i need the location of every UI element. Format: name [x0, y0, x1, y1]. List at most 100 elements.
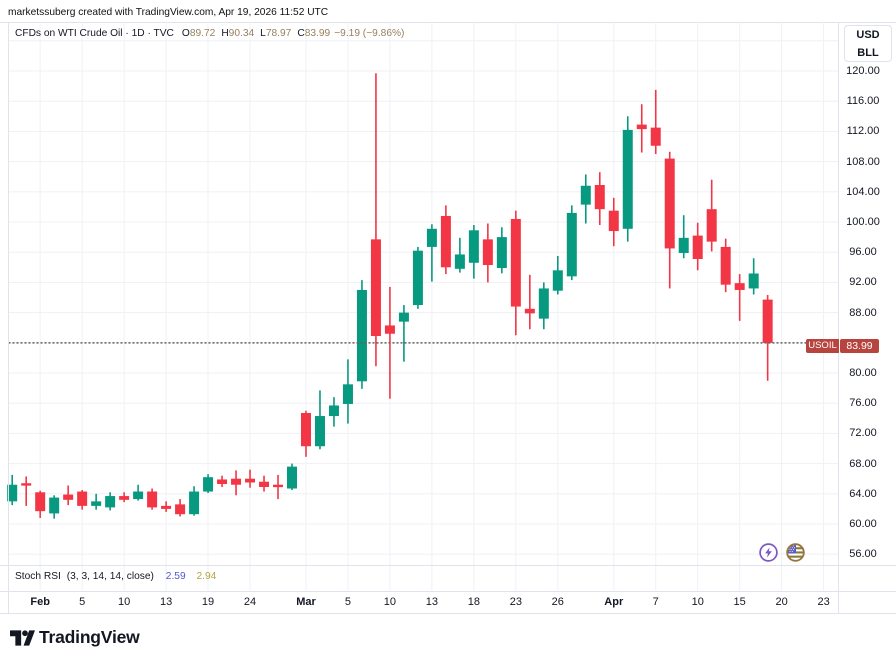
- candle-body: [706, 209, 717, 242]
- time-axis-day-label: 5: [344, 596, 352, 608]
- price-axis-label: 96.00: [849, 246, 877, 259]
- price-axis-label: 68.00: [849, 457, 877, 470]
- v-gridline: [613, 21, 615, 591]
- h-gridline: [8, 130, 838, 132]
- candle-body: [524, 308, 535, 314]
- unit-label[interactable]: BLL: [857, 47, 879, 59]
- pane-separator[interactable]: [0, 564, 896, 566]
- symbol-price-tag: USOIL: [806, 338, 839, 353]
- candle-body: [636, 124, 647, 130]
- candle-wick: [403, 305, 405, 362]
- price-axis-label: 64.00: [849, 487, 877, 500]
- stoch-rsi-title[interactable]: Stoch RSI: [15, 571, 61, 582]
- time-axis-day-label: 13: [425, 596, 439, 608]
- candle-body: [538, 288, 549, 319]
- candle-body: [510, 218, 521, 307]
- candle-body: [259, 481, 270, 488]
- candle-body: [398, 312, 409, 322]
- h-gridline: [8, 432, 838, 434]
- candle-body: [91, 501, 102, 506]
- chart-frame-top-border: [0, 21, 896, 23]
- price-axis-label: 112.00: [846, 125, 880, 138]
- currency-label[interactable]: USD: [856, 29, 880, 41]
- open-label: O: [181, 28, 190, 39]
- candle-body: [35, 492, 46, 512]
- v-gridline: [165, 21, 167, 591]
- tradingview-logo-icon[interactable]: [10, 628, 35, 648]
- attribution-header: marketssuberg created with TradingView.c…: [8, 7, 329, 18]
- time-axis-day-label: 23: [509, 596, 522, 608]
- candle-body: [287, 466, 297, 489]
- candle-body: [454, 254, 465, 269]
- candle-body: [105, 496, 116, 508]
- stoch-rsi-params: (3, 3, 14, 14, close): [66, 571, 154, 582]
- candle-body: [77, 491, 88, 506]
- candle-body: [762, 299, 773, 343]
- candle-body: [203, 477, 214, 492]
- time-axis-separator[interactable]: [0, 590, 896, 592]
- v-gridline: [39, 21, 41, 591]
- close-label: C: [297, 28, 305, 39]
- candle-body: [552, 270, 563, 291]
- stoch-rsi-legend[interactable]: Stoch RSI (3, 3, 14, 14, close) 2.59 2.9…: [15, 570, 216, 584]
- symbol-title[interactable]: CFDs on WTI Crude Oil · 1D · TVC: [15, 28, 174, 39]
- candle-body: [356, 289, 367, 382]
- h-gridline: [8, 342, 838, 344]
- last-price-tag: 83.99: [840, 338, 879, 353]
- candle-body: [496, 237, 507, 269]
- tradingview-logo-text[interactable]: TradingView: [39, 627, 140, 647]
- candle-body: [161, 505, 172, 509]
- stoch-k-value: 2.59: [165, 571, 186, 582]
- candle-body: [468, 230, 479, 263]
- chart-frame-left-border: [8, 21, 9, 614]
- candle-wick: [431, 224, 433, 282]
- candle-body: [594, 185, 605, 210]
- h-gridline: [8, 100, 838, 102]
- v-gridline: [431, 21, 433, 591]
- v-gridline: [305, 21, 307, 591]
- candle-wick: [682, 215, 685, 259]
- close-value: 83.99: [304, 28, 331, 39]
- time-axis-day-label: 24: [243, 596, 257, 608]
- symbol-legend[interactable]: CFDs on WTI Crude Oil · 1D · TVC O89.72 H9…: [15, 26, 404, 41]
- candle-body: [7, 484, 18, 502]
- candle-body: [426, 228, 437, 247]
- candle-body: [273, 484, 284, 488]
- price-axis-label: 56.00: [849, 548, 877, 561]
- price-axis-label: 108.00: [846, 155, 880, 168]
- stoch-d-value: 2.94: [196, 571, 217, 582]
- candle-body: [63, 494, 74, 500]
- h-gridline: [8, 372, 838, 374]
- h-gridline: [8, 40, 838, 42]
- candle-wick: [529, 274, 531, 330]
- h-gridline: [8, 221, 838, 223]
- h-gridline: [8, 553, 838, 555]
- h-gridline: [8, 281, 838, 283]
- low-label: L: [260, 28, 266, 39]
- candle-body: [664, 158, 675, 249]
- candle-body: [342, 384, 353, 404]
- candle-body: [482, 239, 493, 266]
- candle-body: [412, 250, 423, 306]
- price-axis-separator[interactable]: [838, 21, 839, 614]
- time-axis-month-label: Mar: [296, 596, 316, 608]
- time-axis-day-label: 18: [467, 596, 480, 608]
- candle-body: [692, 235, 703, 259]
- time-axis-day-label: 5: [79, 596, 86, 608]
- v-gridline: [697, 21, 699, 591]
- h-gridline: [8, 161, 838, 163]
- candle-body: [217, 479, 228, 484]
- candle-body: [440, 215, 451, 268]
- candle-body: [21, 483, 32, 486]
- price-axis-label: 60.00: [849, 518, 877, 530]
- high-value: 90.34: [228, 28, 255, 39]
- currency-unit-box[interactable]: USD BLL: [844, 25, 892, 62]
- candle-wick: [25, 476, 27, 506]
- v-gridline: [249, 21, 251, 591]
- data-source-flag-button[interactable]: [779, 535, 812, 569]
- time-axis-month-label: Feb: [30, 596, 50, 608]
- instant-trading-button[interactable]: [759, 542, 778, 562]
- price-axis-label: 76.00: [849, 397, 877, 410]
